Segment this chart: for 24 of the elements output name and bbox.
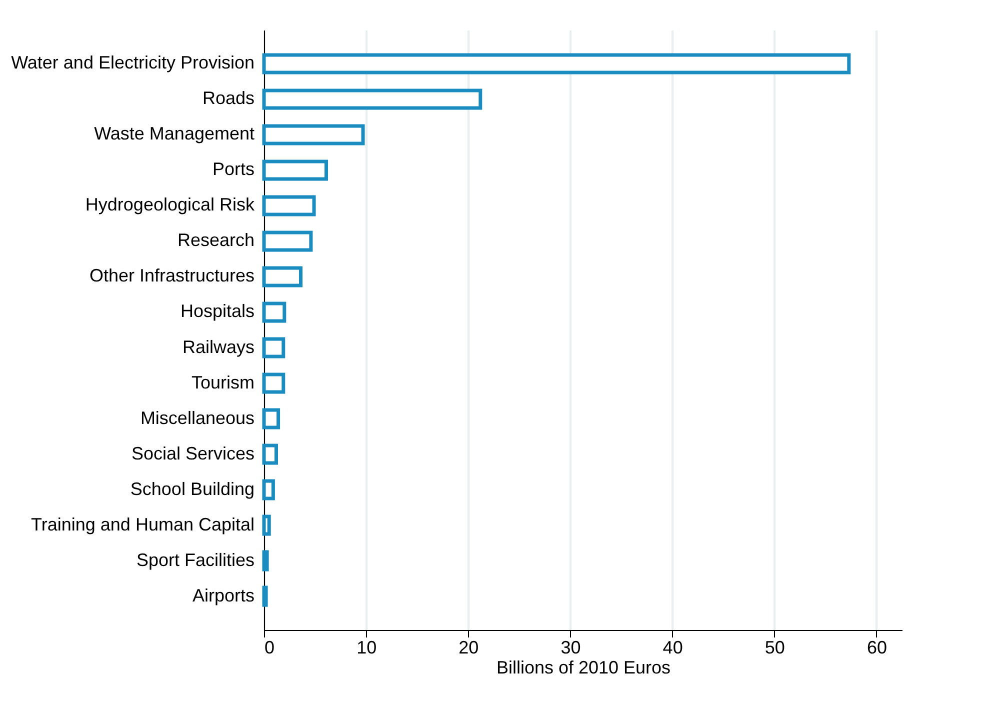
y-tick-label: Tourism	[191, 372, 254, 392]
y-tick-label: Hydrogeological Risk	[85, 194, 256, 215]
x-tick-label: 10	[356, 638, 377, 658]
y-tick-label: Waste Management	[94, 124, 254, 144]
y-tick-label: Water and Electricity Provision	[11, 52, 254, 73]
x-tick-label: 60	[866, 638, 887, 658]
y-tick-label: Hospitals	[180, 301, 254, 322]
x-tick-label: 50	[764, 638, 785, 658]
y-tick-label: Other Infrastructures	[89, 266, 254, 286]
y-tick-label: Railways	[182, 336, 254, 357]
y-tick-label: Roads	[202, 88, 254, 108]
y-tick-label: Social Services	[131, 443, 254, 464]
y-tick-label: Miscellaneous	[140, 408, 254, 428]
x-tick-label: 30	[560, 638, 581, 658]
y-tick-label: Training and Human Capital	[31, 514, 254, 534]
x-tick-label: 40	[662, 638, 683, 658]
y-tick-label: Research	[177, 230, 254, 250]
y-tick-label: Ports	[212, 159, 254, 180]
y-tick-label: Airports	[192, 585, 254, 606]
x-tick-label: 0	[264, 638, 275, 658]
y-tick-label: Sport Facilities	[136, 550, 254, 570]
x-axis-title: Billions of 2010 Euros	[496, 658, 671, 678]
y-tick-label: School Building	[130, 478, 254, 499]
x-tick-label: 20	[458, 638, 479, 658]
